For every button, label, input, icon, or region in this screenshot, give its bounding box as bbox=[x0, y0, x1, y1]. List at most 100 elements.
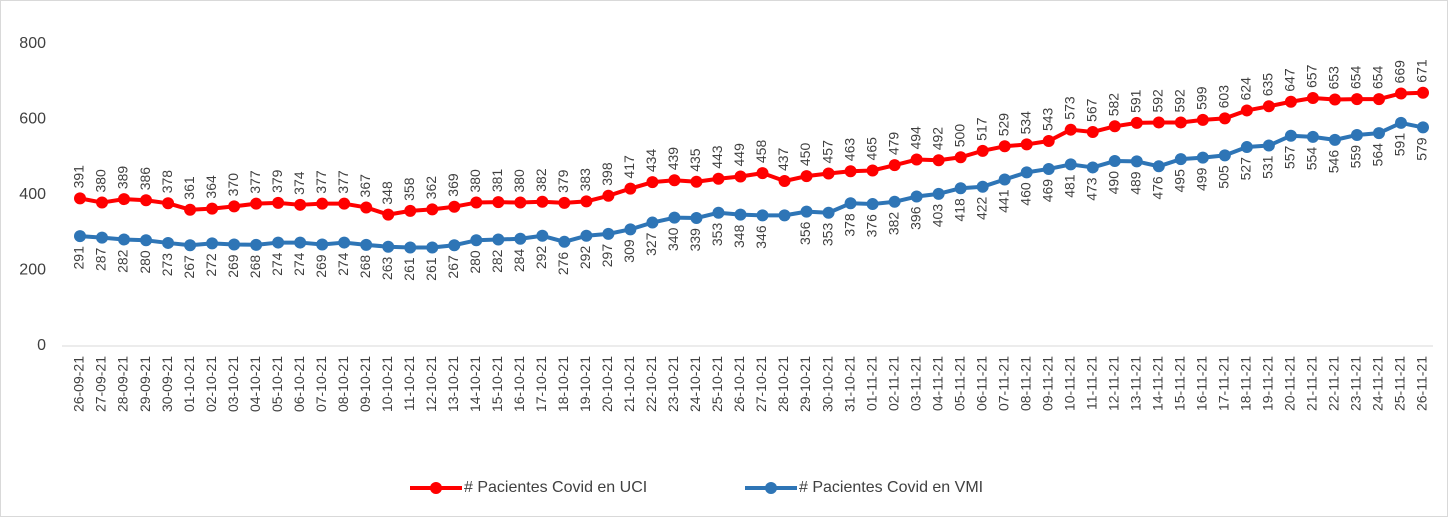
data-point bbox=[294, 198, 307, 211]
data-point bbox=[1262, 139, 1275, 152]
data-label: 437 bbox=[775, 147, 791, 171]
x-tick-label: 19-10-21 bbox=[577, 356, 593, 412]
data-point bbox=[1394, 116, 1407, 129]
data-label: 439 bbox=[665, 147, 681, 171]
data-point bbox=[1372, 93, 1385, 106]
y-tick-label: 600 bbox=[19, 111, 46, 128]
data-point bbox=[1064, 158, 1077, 171]
data-point bbox=[492, 196, 505, 209]
data-label: 534 bbox=[1017, 111, 1033, 135]
data-label: 273 bbox=[159, 253, 175, 277]
x-tick-label: 04-11-21 bbox=[929, 356, 945, 411]
data-point bbox=[602, 227, 615, 240]
data-label: 591 bbox=[1127, 89, 1143, 113]
data-point bbox=[250, 197, 263, 210]
x-tick-label: 12-11-21 bbox=[1105, 356, 1121, 411]
legend-marker bbox=[430, 482, 442, 494]
data-label: 603 bbox=[1216, 85, 1232, 109]
data-label: 268 bbox=[357, 255, 373, 279]
data-label: 457 bbox=[819, 140, 835, 164]
data-label: 499 bbox=[1194, 167, 1210, 191]
data-point bbox=[690, 175, 703, 188]
data-point bbox=[558, 235, 571, 248]
x-tick-label: 23-10-21 bbox=[665, 356, 681, 412]
x-tick-label: 25-11-21 bbox=[1392, 356, 1408, 411]
data-point bbox=[998, 140, 1011, 153]
data-point bbox=[1130, 116, 1143, 129]
data-label: 473 bbox=[1083, 177, 1099, 201]
data-point bbox=[316, 197, 329, 210]
data-point bbox=[1042, 135, 1055, 148]
data-point bbox=[1174, 116, 1187, 129]
data-label: 382 bbox=[885, 212, 901, 236]
data-label: 374 bbox=[291, 171, 307, 195]
data-point bbox=[404, 204, 417, 217]
data-point bbox=[1284, 129, 1297, 142]
x-tick-label: 15-10-21 bbox=[489, 356, 505, 412]
data-label: 348 bbox=[379, 181, 395, 205]
x-tick-label: 10-10-21 bbox=[379, 356, 395, 412]
data-point bbox=[1218, 149, 1231, 162]
data-label: 269 bbox=[313, 254, 329, 278]
x-tick-label: 18-10-21 bbox=[555, 356, 571, 412]
data-point bbox=[492, 233, 505, 246]
data-point bbox=[360, 238, 373, 251]
x-tick-label: 21-11-21 bbox=[1304, 356, 1320, 411]
data-label: 476 bbox=[1150, 176, 1166, 200]
data-point bbox=[1350, 93, 1363, 106]
y-tick-label: 200 bbox=[19, 262, 46, 279]
data-point bbox=[536, 229, 549, 242]
data-label: 339 bbox=[687, 228, 703, 252]
data-point bbox=[228, 200, 241, 213]
x-tick-label: 01-11-21 bbox=[863, 356, 879, 411]
data-label: 280 bbox=[467, 250, 483, 274]
x-tick-label: 15-11-21 bbox=[1172, 356, 1188, 411]
x-tick-label: 04-10-21 bbox=[247, 356, 263, 412]
data-point bbox=[954, 151, 967, 164]
data-point bbox=[74, 192, 86, 205]
data-label: 567 bbox=[1083, 98, 1099, 122]
legend-label: # Pacientes Covid en VMI bbox=[799, 479, 983, 496]
data-point bbox=[1306, 91, 1319, 104]
data-label: 657 bbox=[1304, 64, 1320, 88]
x-tick-label: 05-11-21 bbox=[951, 356, 967, 411]
x-tick-label: 28-09-21 bbox=[115, 356, 131, 412]
data-label: 383 bbox=[577, 168, 593, 192]
data-point bbox=[888, 195, 901, 208]
data-point bbox=[1196, 151, 1209, 164]
data-point bbox=[1086, 161, 1099, 174]
data-label: 309 bbox=[621, 239, 637, 263]
data-label: 381 bbox=[489, 169, 505, 193]
data-label: 573 bbox=[1061, 96, 1077, 120]
data-point bbox=[206, 237, 219, 250]
x-tick-label: 31-10-21 bbox=[841, 356, 857, 412]
data-label: 460 bbox=[1017, 182, 1033, 206]
data-point bbox=[976, 180, 989, 193]
data-label: 362 bbox=[423, 176, 439, 200]
x-tick-label: 08-10-21 bbox=[335, 356, 351, 412]
data-point bbox=[822, 167, 835, 180]
data-label: 490 bbox=[1105, 171, 1121, 195]
data-point bbox=[866, 198, 879, 211]
data-point bbox=[888, 159, 901, 172]
data-point bbox=[316, 238, 329, 251]
data-point bbox=[690, 212, 703, 225]
data-point bbox=[118, 233, 131, 246]
data-point bbox=[426, 241, 439, 254]
data-point bbox=[1108, 155, 1121, 168]
data-point bbox=[1328, 93, 1341, 106]
data-label: 377 bbox=[247, 170, 263, 194]
x-tick-label: 22-10-21 bbox=[643, 356, 659, 412]
data-label: 377 bbox=[313, 170, 329, 194]
data-label: 380 bbox=[93, 169, 109, 193]
data-point bbox=[118, 193, 131, 206]
data-point bbox=[1020, 138, 1033, 151]
data-point bbox=[778, 175, 791, 188]
data-label: 418 bbox=[951, 198, 967, 222]
data-label: 505 bbox=[1216, 165, 1232, 189]
data-point bbox=[822, 206, 835, 219]
data-label: 635 bbox=[1260, 73, 1276, 97]
data-label: 274 bbox=[335, 252, 351, 276]
data-label: 557 bbox=[1282, 146, 1298, 170]
